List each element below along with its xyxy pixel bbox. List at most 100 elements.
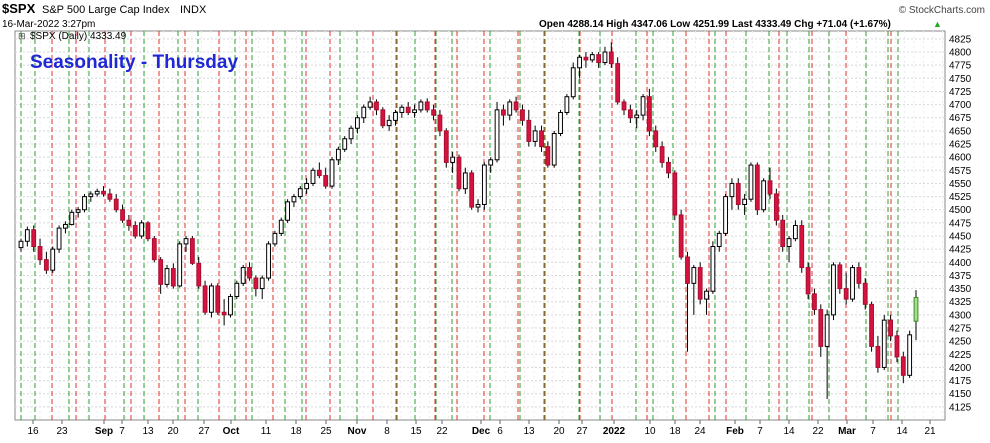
candle [37, 238, 43, 265]
x-tick-label: 11 [261, 426, 272, 437]
candle [450, 151, 456, 173]
candle [374, 99, 379, 116]
x-axis-ticks: 16 23 Sep 7 13 20 27 Oct 11 18 25 Nov 8 15 22 Dec 6 13 20 2… [27, 420, 936, 437]
x-tick-label: Nov [348, 426, 367, 437]
candle [850, 264, 855, 302]
candle [659, 141, 665, 168]
candle [843, 272, 849, 305]
y-tick-label: 4300 [949, 310, 972, 321]
candle [596, 52, 602, 68]
candle [792, 220, 798, 242]
candle [240, 264, 246, 286]
candle [221, 299, 227, 326]
candle [507, 99, 513, 121]
candle [856, 262, 862, 289]
candle [501, 104, 506, 126]
candle [158, 257, 164, 294]
y-tick-label: 4575 [949, 166, 972, 177]
candle [196, 257, 202, 289]
candle [532, 125, 538, 147]
candle [888, 314, 894, 342]
candle [672, 170, 678, 221]
candle [50, 246, 56, 273]
y-tick-label: 4225 [949, 350, 972, 361]
candle [285, 199, 291, 223]
candle [431, 104, 436, 121]
y-tick-label: 4600 [949, 153, 972, 164]
candle [329, 157, 335, 189]
candle [602, 46, 608, 66]
candle [215, 283, 221, 315]
candle [761, 178, 767, 213]
y-axis-ticks: 4125 4150 4175 4200 4225 4250 4275 4300 4325 4350… [949, 34, 972, 413]
ohlc-readout: Open 4288.14 High 4347.06 Low 4251.99 La… [539, 19, 891, 30]
candle [875, 335, 881, 373]
candle [564, 94, 570, 116]
candle [894, 330, 900, 363]
candle [24, 226, 30, 247]
x-tick-label: 25 [320, 426, 332, 437]
x-tick-label: 14 [896, 426, 908, 437]
candle [234, 280, 240, 300]
y-tick-label: 4750 [949, 74, 972, 85]
x-tick-label: 18 [290, 426, 302, 437]
candle [558, 109, 563, 137]
x-tick-label: 10 [644, 426, 656, 437]
candle [94, 188, 100, 197]
candle [43, 251, 49, 274]
candle [723, 193, 728, 237]
candle [577, 54, 582, 79]
x-tick-label: 8 [384, 426, 390, 437]
candle [82, 193, 87, 213]
candle [418, 99, 424, 113]
datetime-label: 16-Mar-2022 3:27pm [2, 19, 95, 30]
candle [278, 217, 284, 237]
candle [355, 115, 360, 134]
candle [691, 264, 697, 315]
candle [647, 88, 652, 137]
y-tick-label: 4400 [949, 258, 972, 269]
legend-icon: ⊞ [18, 31, 26, 41]
candle [520, 104, 525, 126]
candle [716, 230, 722, 252]
candle [748, 162, 754, 202]
x-tick-label: 13 [142, 426, 154, 437]
y-tick-label: 4650 [949, 126, 972, 137]
candle [513, 96, 519, 113]
candle [139, 220, 145, 239]
x-tick-label: 27 [576, 426, 588, 437]
y-tick-label: 4150 [949, 389, 972, 400]
x-tick-label: Dec [472, 426, 491, 437]
symbol-label: $SPX [2, 1, 36, 16]
candle [101, 186, 106, 197]
up-arrow-icon: ▲ [933, 19, 942, 29]
candle [615, 57, 621, 105]
candle [88, 191, 94, 202]
x-tick-label: 7 [757, 426, 763, 437]
candle [367, 96, 373, 110]
candle [786, 236, 792, 263]
x-tick-label: 7 [870, 426, 876, 437]
x-tick-label: 23 [56, 426, 68, 437]
candle [831, 262, 836, 321]
candle [456, 154, 462, 192]
y-tick-label: 4325 [949, 297, 972, 308]
candle [183, 236, 189, 252]
candle [551, 130, 557, 168]
candle [56, 225, 62, 253]
x-tick-label: 2022 [603, 426, 626, 437]
y-tick-label: 4375 [949, 271, 972, 282]
candle [735, 178, 741, 210]
x-tick-label: 6 [497, 426, 503, 437]
candle [31, 225, 37, 252]
y-tick-label: 4200 [949, 363, 972, 374]
x-tick-label: 27 [198, 426, 210, 437]
candle [145, 221, 151, 242]
candle [494, 101, 500, 163]
candle [907, 330, 913, 378]
candle [627, 104, 633, 123]
x-tick-label: 13 [523, 426, 535, 437]
candle [63, 221, 68, 234]
candle [608, 42, 614, 68]
